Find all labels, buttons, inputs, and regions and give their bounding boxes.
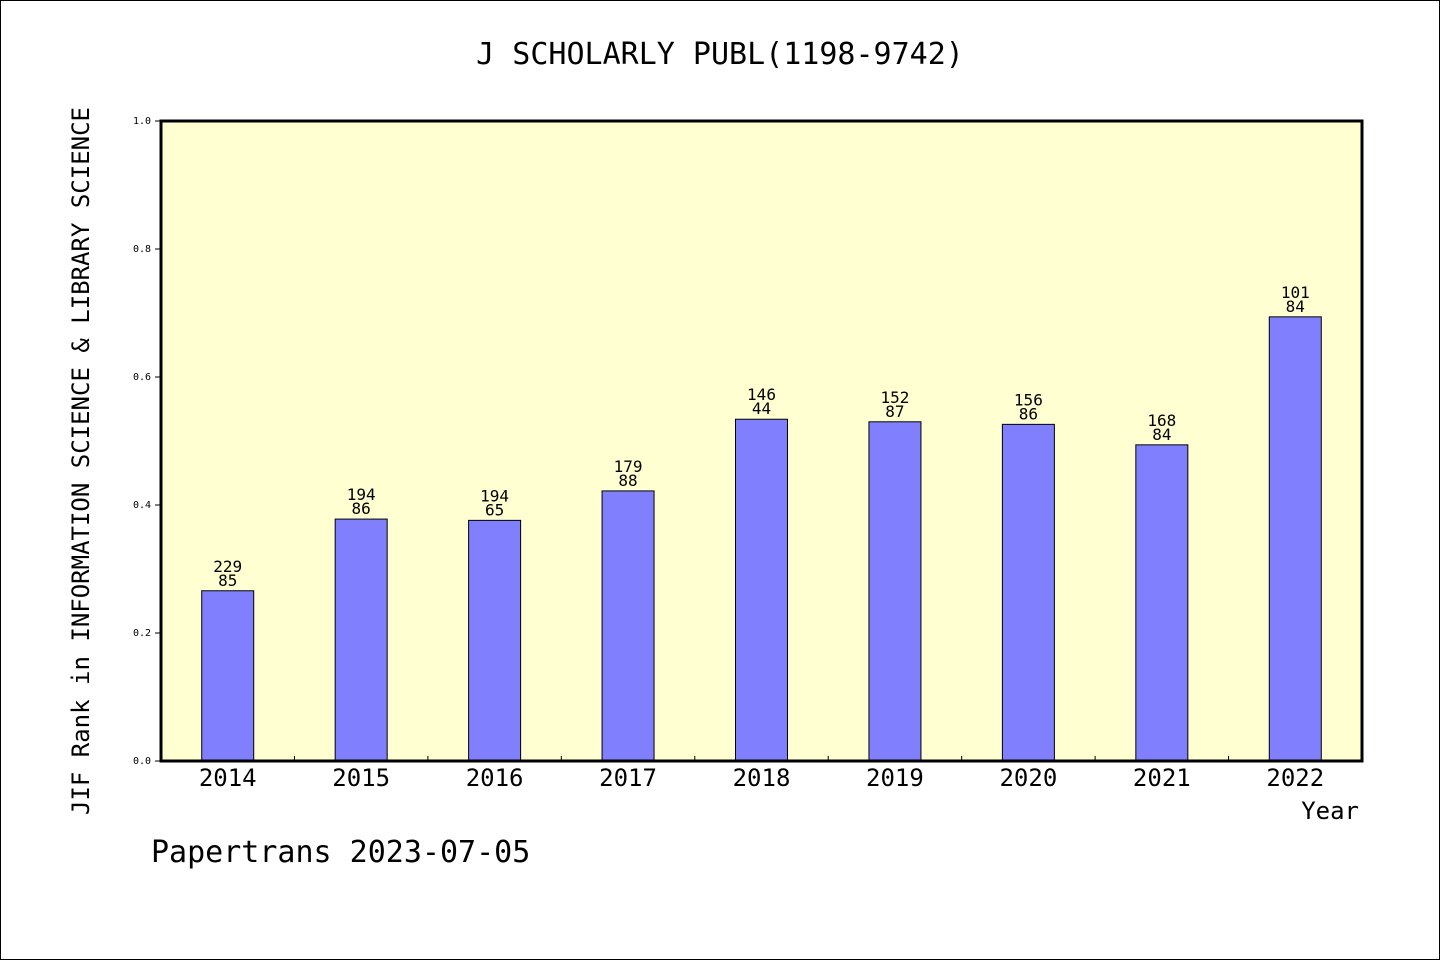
bar-label-total: 87 [885,402,904,421]
bar-label-rank: 179 [614,457,643,476]
x-tick-label: 2021 [1133,764,1191,792]
bar [1001,423,1055,762]
x-axis-label: Year [1301,797,1359,825]
y-tick-label: 0.6 [133,372,151,383]
bar [1268,316,1322,762]
bar [334,518,388,762]
bar-label-rank: 146 [747,385,776,404]
x-tick-label: 2015 [332,764,390,792]
bar-label-total: 84 [1286,297,1305,316]
bar-label-total: 84 [1152,425,1171,444]
bar-label-rank: 229 [213,557,242,576]
x-tick-label: 2019 [866,764,924,792]
bar-label-total: 88 [618,471,637,490]
footer-text: Papertrans 2023-07-05 [151,835,531,870]
y-tick-label: 0.8 [133,244,151,255]
bar-label-rank: 168 [1147,411,1176,430]
bar-label-total: 85 [218,571,237,590]
bar-label-total: 86 [1019,404,1038,423]
bar-label-total: 44 [752,399,771,418]
bar [201,590,255,762]
y-tick-label: 1.0 [133,116,151,127]
plot-frame [159,119,1364,763]
bar [601,490,655,762]
bar [735,418,788,762]
x-tick-label: 2016 [466,764,524,792]
y-tick-label: 0.2 [133,628,151,639]
x-tick-label: 2022 [1266,764,1324,792]
x-tick-label: 2018 [733,764,791,792]
y-tick-label: 0.0 [133,756,151,767]
x-tick-label: 2017 [599,764,657,792]
bar-label-total: 65 [485,500,504,519]
bar-label-rank: 194 [347,485,376,504]
bar-label-total: 86 [352,499,371,518]
bar [1135,444,1189,762]
chart-title: J SCHOLARLY PUBL(1198-9742) [476,37,964,72]
x-tick-label: 2014 [199,764,257,792]
bar-label-rank: 101 [1281,283,1310,302]
bar-label-rank: 194 [480,486,509,505]
bar [468,519,522,762]
bar-label-rank: 152 [880,388,909,407]
y-tick-label: 0.4 [133,500,151,511]
bar [868,421,922,762]
x-tick-label: 2020 [999,764,1057,792]
bar-label-rank: 156 [1014,390,1043,409]
